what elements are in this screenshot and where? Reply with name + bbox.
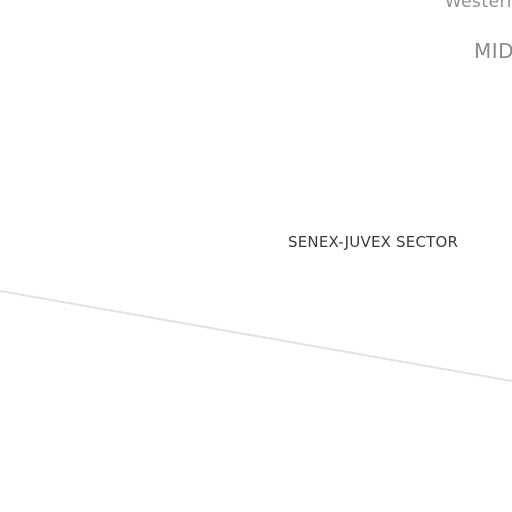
region-label-mid: MID: [473, 39, 512, 63]
sector-boundary-line: [0, 290, 512, 382]
sector-label: SENEX-JUVEX SECTOR: [288, 233, 459, 251]
region-label-western: Western: [444, 0, 512, 12]
